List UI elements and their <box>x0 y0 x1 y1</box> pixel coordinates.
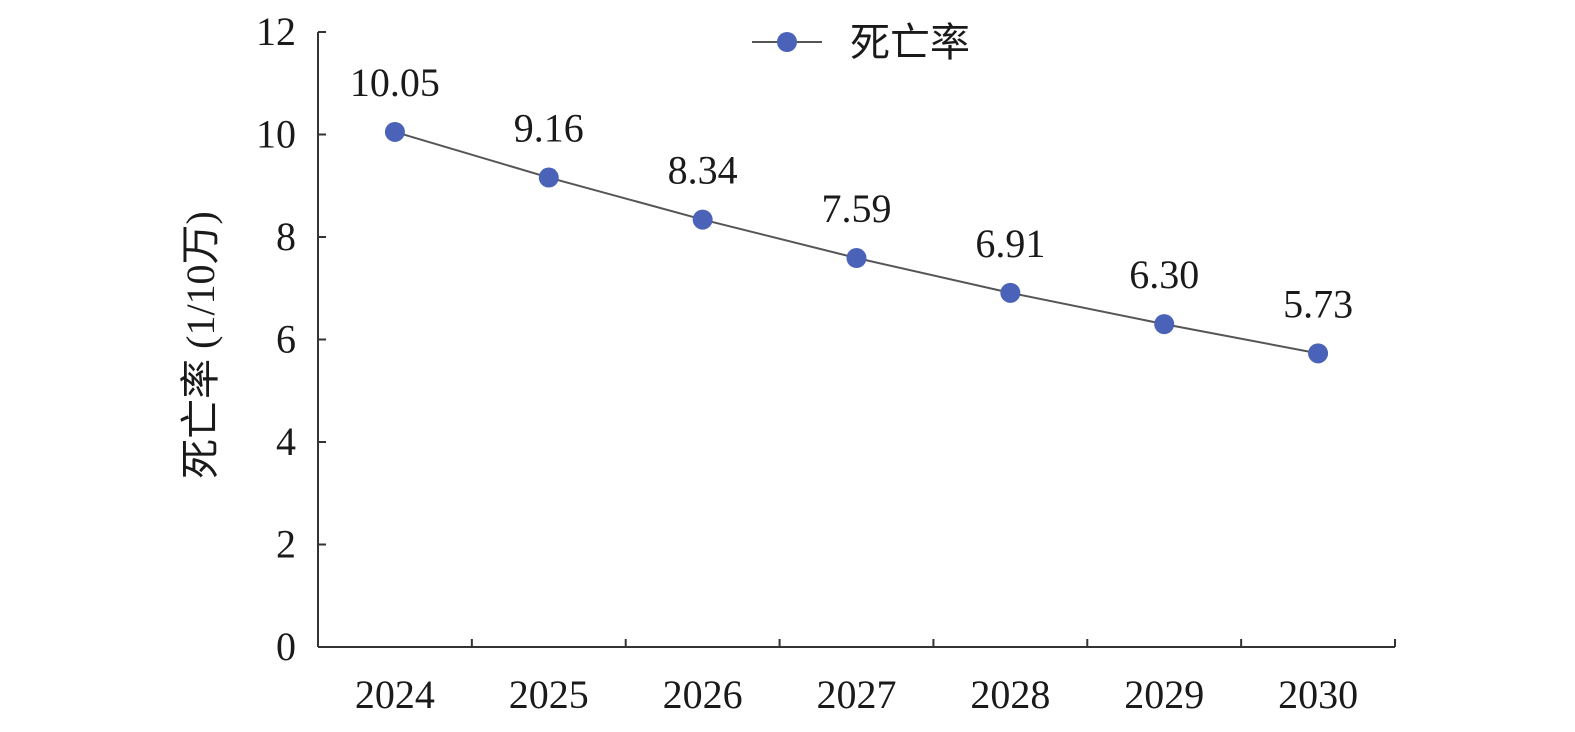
data-label: 8.34 <box>668 148 738 193</box>
series-group <box>384 121 1329 364</box>
data-point <box>1308 343 1329 364</box>
axes <box>317 32 1395 648</box>
y-tick-label: 8 <box>276 214 296 259</box>
data-label: 9.16 <box>514 106 584 151</box>
y-tick-label: 10 <box>256 112 296 157</box>
x-tick-label: 2028 <box>970 672 1050 717</box>
legend-marker-swatch <box>777 32 797 52</box>
x-tick-label: 2025 <box>509 672 589 717</box>
data-point <box>538 167 559 188</box>
data-point <box>1154 314 1175 335</box>
data-label: 6.30 <box>1129 252 1199 297</box>
y-tick-label: 0 <box>276 624 296 669</box>
x-tick-label: 2030 <box>1278 672 1358 717</box>
y-tick-label: 4 <box>276 419 296 464</box>
x-tick-label: 2024 <box>355 672 435 717</box>
y-axis-ticks: 0 2 4 6 8 10 12 <box>256 9 326 669</box>
y-tick-label: 2 <box>276 522 296 567</box>
data-point <box>846 248 867 269</box>
data-point <box>692 209 713 230</box>
data-point <box>384 121 405 142</box>
legend-label: 死亡率 <box>850 20 970 65</box>
x-tick-label: 2026 <box>663 672 743 717</box>
data-label: 7.59 <box>822 186 892 231</box>
series-line <box>394 130 1319 355</box>
y-tick-label: 6 <box>276 317 296 362</box>
data-label: 6.91 <box>975 221 1045 266</box>
data-label: 10.05 <box>350 60 440 105</box>
x-tick-label: 2027 <box>817 672 897 717</box>
y-tick-label: 12 <box>256 9 296 54</box>
data-labels: 10.05 9.16 8.34 7.59 6.91 6.30 5.73 <box>350 60 1353 326</box>
data-label: 5.73 <box>1283 281 1353 326</box>
x-tick-label: 2029 <box>1124 672 1204 717</box>
data-point <box>1000 282 1021 303</box>
legend: 死亡率 <box>752 20 970 65</box>
y-axis-title: 死亡率 (1/10万) <box>178 211 223 479</box>
x-axis-ticks: 2024 2025 2026 2027 2028 2029 2030 <box>317 639 1396 717</box>
